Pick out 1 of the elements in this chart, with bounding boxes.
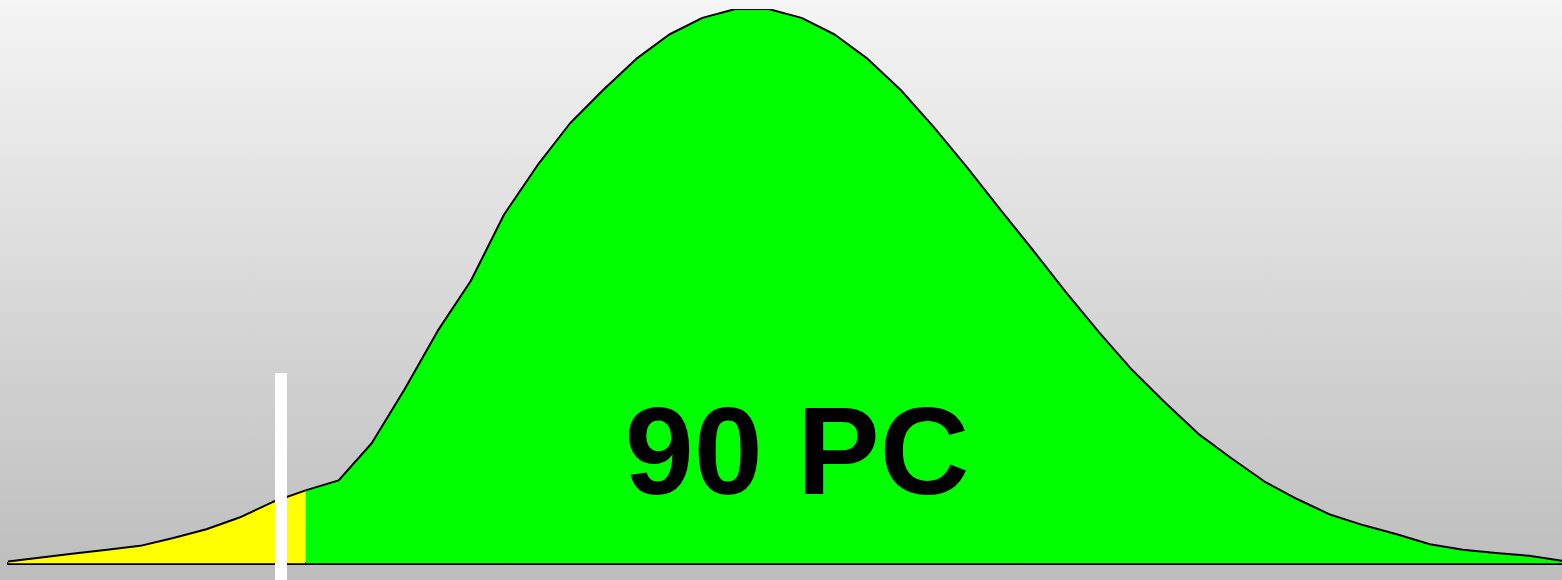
annotation: 90 PC — [624, 381, 970, 520]
